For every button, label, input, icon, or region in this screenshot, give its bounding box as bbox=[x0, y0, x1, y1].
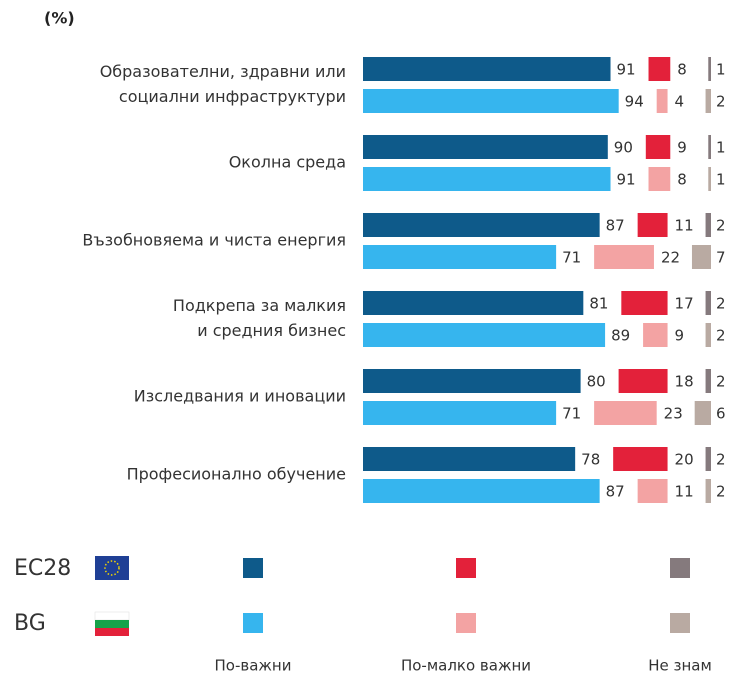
bar bbox=[705, 89, 711, 113]
bar bbox=[691, 245, 711, 269]
bar bbox=[708, 135, 711, 159]
value-label: 87 bbox=[606, 217, 625, 235]
value-label: 6 bbox=[716, 405, 726, 423]
value-label: 8 bbox=[677, 171, 687, 189]
bar bbox=[363, 57, 611, 81]
value-label: 91 bbox=[617, 61, 636, 79]
category-label: Изследвания и иновации bbox=[134, 387, 346, 406]
bar bbox=[705, 479, 711, 503]
legend-label: По-малко важни bbox=[401, 657, 531, 675]
bar bbox=[363, 369, 581, 393]
value-label: 80 bbox=[587, 373, 606, 391]
category-label: Професионално обучение bbox=[127, 465, 346, 484]
value-label: 17 bbox=[675, 295, 694, 313]
bar bbox=[648, 57, 671, 81]
bar bbox=[363, 167, 611, 191]
category-label: Околна среда bbox=[229, 153, 346, 172]
category-label: Възобновяема и чиста енергия bbox=[82, 231, 346, 250]
value-label: 91 bbox=[617, 171, 636, 189]
value-label: 2 bbox=[716, 93, 726, 111]
bar bbox=[705, 369, 711, 393]
legend-swatch bbox=[670, 558, 690, 578]
bar bbox=[705, 447, 711, 471]
legend-label: По-важни bbox=[215, 657, 292, 675]
bar bbox=[363, 447, 576, 471]
value-label: 71 bbox=[562, 405, 581, 423]
legend-swatch bbox=[243, 558, 263, 578]
bar bbox=[648, 167, 671, 191]
category-label: социални инфраструктури bbox=[119, 87, 346, 106]
value-label: 23 bbox=[664, 405, 683, 423]
bar bbox=[363, 245, 557, 269]
bar bbox=[656, 89, 668, 113]
bar bbox=[613, 447, 668, 471]
value-label: 87 bbox=[606, 483, 625, 501]
bar bbox=[363, 291, 584, 315]
bar bbox=[363, 401, 557, 425]
bar bbox=[363, 213, 600, 237]
value-label: 94 bbox=[625, 93, 644, 111]
value-label: 22 bbox=[661, 249, 680, 267]
legend-swatch bbox=[670, 613, 690, 633]
legend-swatch bbox=[456, 613, 476, 633]
value-label: 1 bbox=[716, 139, 726, 157]
value-label: 2 bbox=[716, 327, 726, 345]
bar bbox=[363, 479, 600, 503]
value-label: 20 bbox=[675, 451, 694, 469]
bar bbox=[643, 323, 668, 347]
value-label: 1 bbox=[716, 61, 726, 79]
bar bbox=[705, 323, 711, 347]
value-label: 78 bbox=[581, 451, 600, 469]
value-label: 11 bbox=[675, 217, 694, 235]
bar bbox=[594, 245, 654, 269]
value-label: 2 bbox=[716, 483, 726, 501]
chart-title: (%) bbox=[44, 9, 75, 28]
bar bbox=[621, 291, 668, 315]
value-label: 2 bbox=[716, 451, 726, 469]
value-label: 9 bbox=[677, 139, 687, 157]
bar bbox=[645, 135, 671, 159]
bar bbox=[618, 369, 668, 393]
value-label: 2 bbox=[716, 373, 726, 391]
category-label: и средния бизнес bbox=[197, 321, 346, 340]
value-label: 4 bbox=[675, 93, 685, 111]
eu-flag bbox=[95, 556, 129, 580]
value-label: 90 bbox=[614, 139, 633, 157]
value-label: 11 bbox=[675, 483, 694, 501]
legend-label: Не знам bbox=[648, 657, 712, 675]
value-label: 9 bbox=[675, 327, 685, 345]
category-label: Образователни, здравни или bbox=[100, 62, 346, 81]
value-label: 8 bbox=[677, 61, 687, 79]
bg-flag bbox=[94, 611, 130, 636]
value-label: 81 bbox=[589, 295, 608, 313]
value-label: 2 bbox=[716, 295, 726, 313]
category-label: Подкрепа за малкия bbox=[173, 296, 346, 315]
legend-group: BG bbox=[14, 611, 46, 636]
value-label: 1 bbox=[716, 171, 726, 189]
bar bbox=[594, 401, 657, 425]
bar bbox=[637, 479, 668, 503]
bar bbox=[363, 89, 619, 113]
value-label: 7 bbox=[716, 249, 726, 267]
bar bbox=[637, 213, 668, 237]
legend-group: EC28 bbox=[14, 556, 71, 581]
bar bbox=[363, 135, 608, 159]
value-label: 2 bbox=[716, 217, 726, 235]
bar bbox=[694, 401, 711, 425]
value-label: 18 bbox=[675, 373, 694, 391]
bar bbox=[705, 213, 711, 237]
legend-swatch bbox=[243, 613, 263, 633]
bar bbox=[705, 291, 711, 315]
bar bbox=[708, 167, 711, 191]
legend-swatch bbox=[456, 558, 476, 578]
bar bbox=[363, 323, 606, 347]
bar bbox=[708, 57, 711, 81]
value-label: 89 bbox=[611, 327, 630, 345]
value-label: 71 bbox=[562, 249, 581, 267]
